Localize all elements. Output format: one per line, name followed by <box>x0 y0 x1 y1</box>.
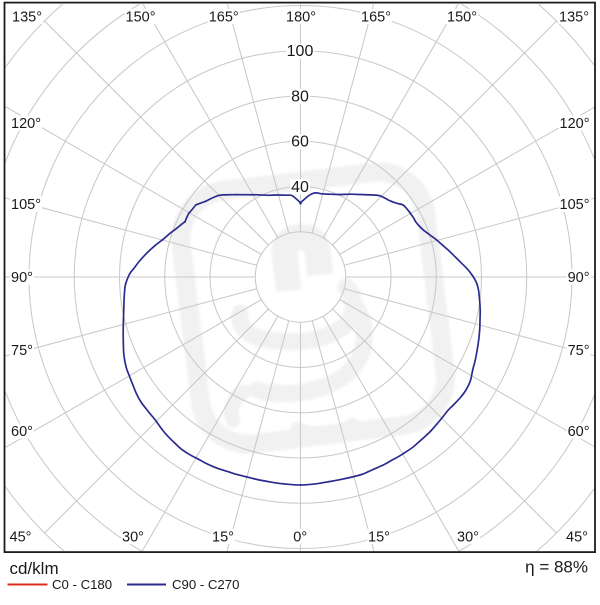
svg-text:180°: 180° <box>286 10 316 26</box>
svg-text:C90 - C270: C90 - C270 <box>172 577 239 592</box>
svg-text:C0 - C180: C0 - C180 <box>52 577 112 592</box>
svg-text:90°: 90° <box>568 270 590 286</box>
svg-text:90°: 90° <box>11 270 33 286</box>
svg-text:120°: 120° <box>11 116 41 132</box>
svg-text:105°: 105° <box>560 197 590 213</box>
svg-text:150°: 150° <box>447 10 477 26</box>
svg-text:135°: 135° <box>559 10 589 26</box>
svg-text:30°: 30° <box>122 530 144 546</box>
svg-text:15°: 15° <box>212 530 234 546</box>
svg-text:165°: 165° <box>361 10 391 26</box>
svg-text:η = 88%: η = 88% <box>525 558 588 577</box>
svg-text:60: 60 <box>291 134 309 151</box>
svg-text:45°: 45° <box>10 530 32 546</box>
svg-text:105°: 105° <box>11 197 41 213</box>
svg-text:60°: 60° <box>568 424 590 440</box>
svg-text:165°: 165° <box>209 10 239 26</box>
svg-text:40: 40 <box>291 179 309 196</box>
svg-text:15°: 15° <box>368 530 390 546</box>
svg-text:cd/klm: cd/klm <box>10 559 59 578</box>
svg-text:60°: 60° <box>11 424 33 440</box>
svg-text:75°: 75° <box>11 343 33 359</box>
svg-text:75°: 75° <box>568 343 590 359</box>
svg-text:135°: 135° <box>12 10 42 26</box>
svg-text:100: 100 <box>287 43 314 60</box>
svg-text:150°: 150° <box>126 10 156 26</box>
svg-text:0°: 0° <box>293 530 307 546</box>
svg-text:120°: 120° <box>560 116 590 132</box>
svg-text:30°: 30° <box>457 530 479 546</box>
svg-text:80: 80 <box>291 88 309 105</box>
svg-text:45°: 45° <box>566 530 588 546</box>
